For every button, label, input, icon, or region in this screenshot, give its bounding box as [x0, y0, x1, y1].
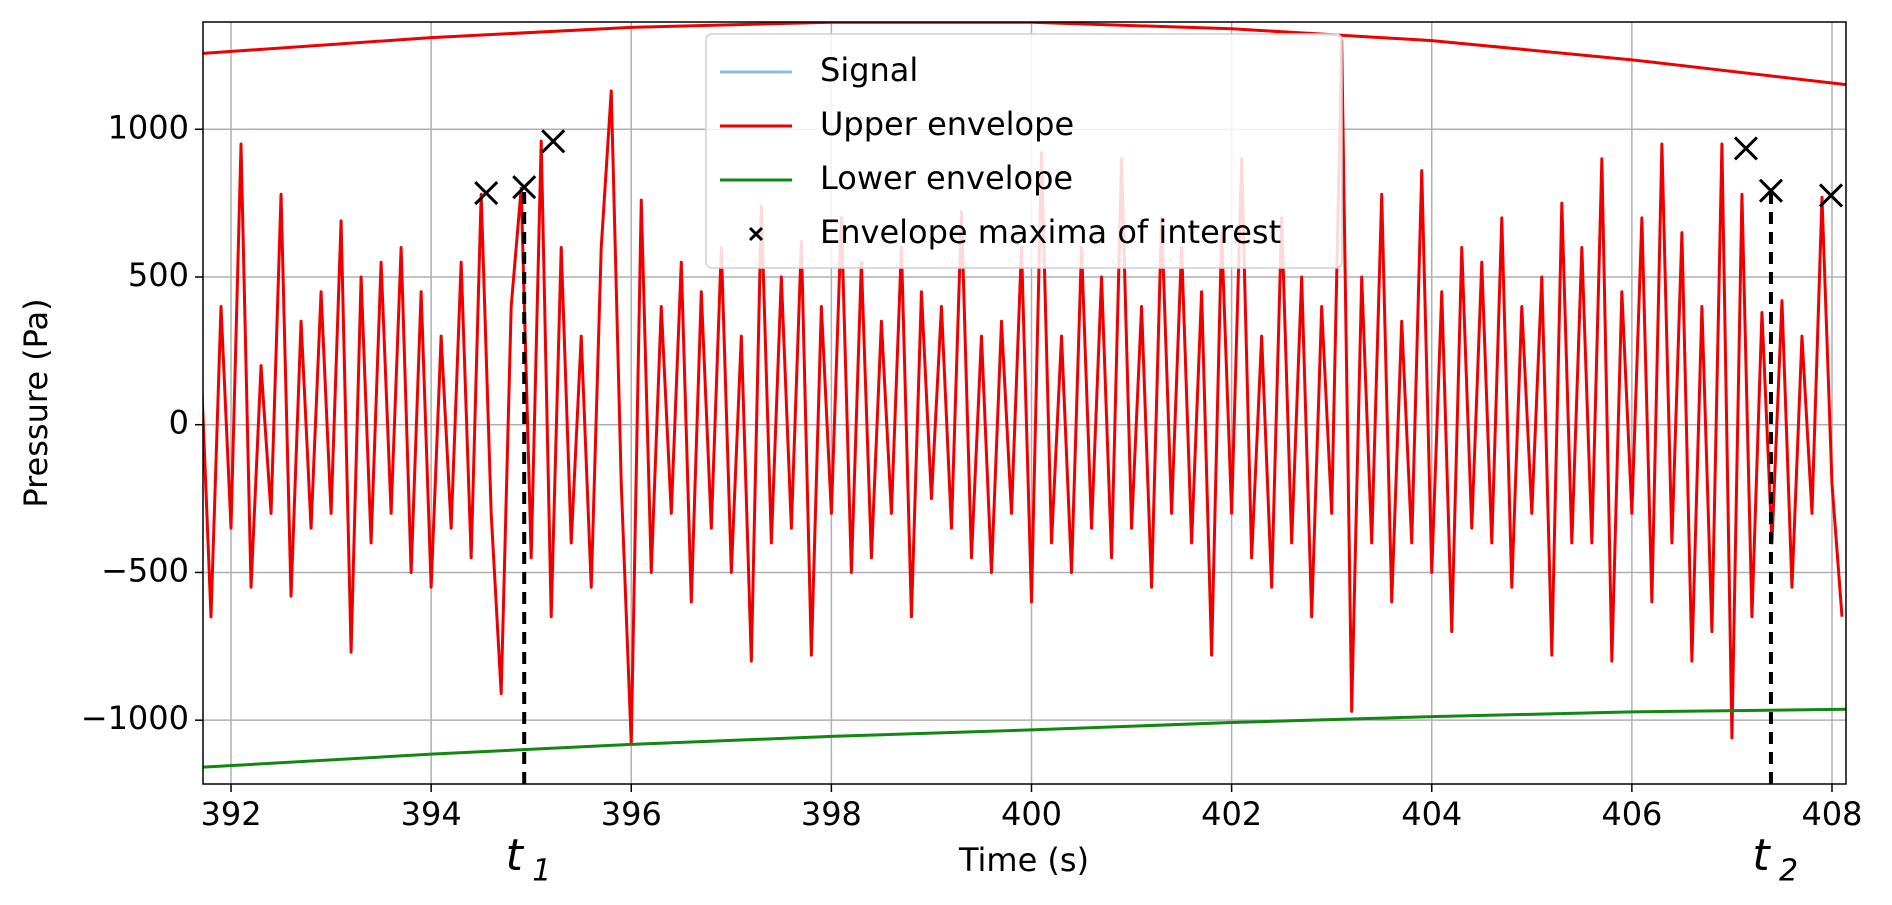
annotation-label: t [1752, 830, 1771, 881]
marker [474, 181, 499, 206]
marker [541, 129, 566, 154]
x-tick-label: 392 [200, 795, 261, 833]
legend-label: Upper envelope [820, 105, 1074, 143]
x-tick-label: 396 [601, 795, 662, 833]
marker [1818, 183, 1844, 208]
legend-swatch [748, 226, 764, 242]
legend-label: Signal [820, 51, 918, 89]
legend-label: Lower envelope [820, 159, 1073, 197]
x-tick-label: 408 [1801, 795, 1862, 833]
y-tick-label: 1000 [108, 108, 189, 146]
x-tick-label: 406 [1601, 795, 1662, 833]
annotation-label: t [506, 830, 525, 881]
x-axis-label: Time (s) [958, 841, 1089, 879]
y-tick-label: 500 [128, 256, 189, 294]
marker [512, 175, 537, 200]
axes-frame [202, 21, 1847, 785]
y-tick-label: 0 [169, 404, 189, 442]
annotation-subscript: 2 [1779, 854, 1798, 889]
y-axis-label: Pressure (Pa) [17, 298, 55, 507]
legend: Signal Upper envelope Lower envelope Envelo… [705, 33, 1343, 269]
marker [1733, 136, 1759, 161]
marker [1758, 178, 1784, 203]
y-tick-label: −500 [101, 551, 189, 589]
grid: 392 394 396 398 400 402 404 406 408 −1000 −500 0 500… [81, 22, 1863, 833]
x-tick-label: 394 [401, 795, 462, 833]
y-tick-label: −1000 [81, 699, 189, 737]
legend-frame [705, 33, 1343, 269]
x-tick-label: 404 [1401, 795, 1462, 833]
legend-label: Envelope maxima of interest [820, 213, 1281, 251]
x-tick-label: 400 [1001, 795, 1062, 833]
annotation-subscript: 1 [532, 854, 551, 889]
series-line [203, 707, 1846, 769]
x-tick-label: 402 [1201, 795, 1262, 833]
x-tick-label: 398 [801, 795, 862, 833]
